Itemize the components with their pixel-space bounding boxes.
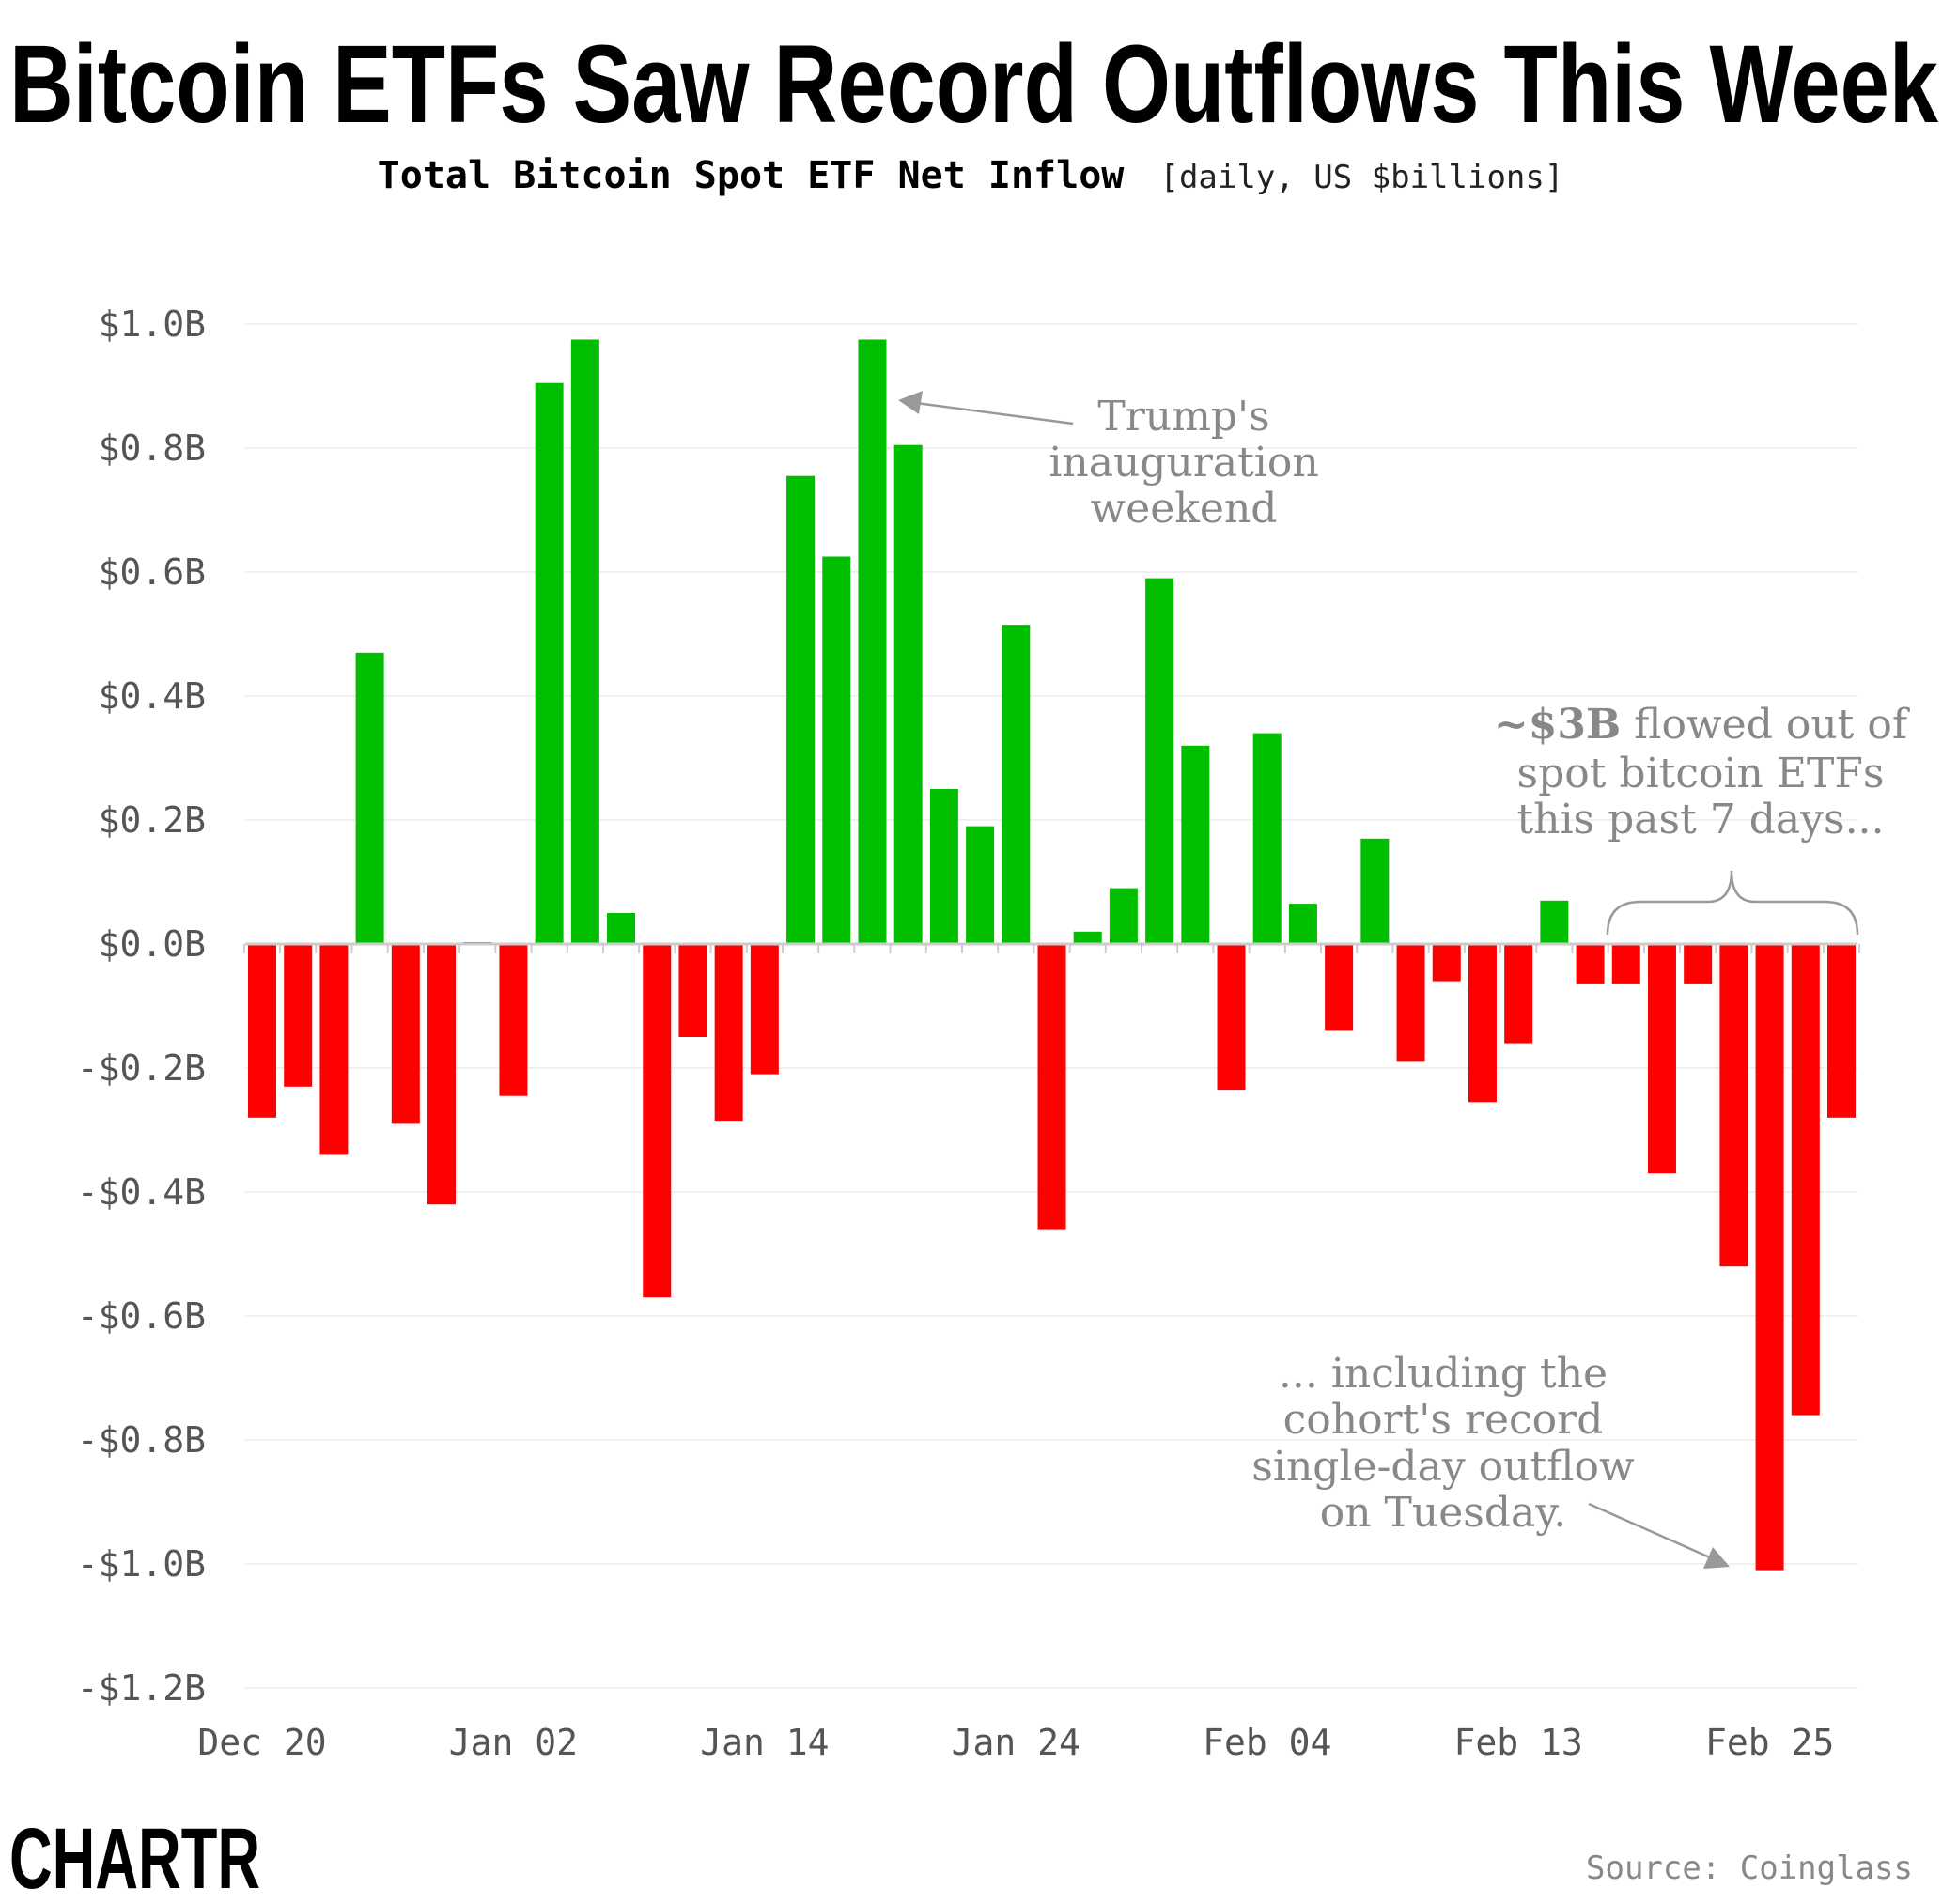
bar-outflow <box>1611 944 1640 984</box>
x-axis: Dec 20 Jan 02 Jan 14 Jan 24 Feb 04 Feb 13 Feb … <box>197 1722 1834 1763</box>
bar-outflow <box>1647 944 1676 1174</box>
bar-outflow <box>391 944 420 1124</box>
annotation-line: weekend <box>1091 485 1278 533</box>
bar-inflow <box>1002 625 1031 944</box>
annotation-line: single-day outflow <box>1251 1443 1635 1491</box>
y-tick-label: -$1.2B <box>77 1667 206 1709</box>
x-tick-label: Jan 02 <box>449 1722 578 1763</box>
bar-outflow <box>1827 944 1856 1118</box>
y-tick-label: $0.2B <box>99 799 206 841</box>
y-tick-label: $0.4B <box>99 675 206 717</box>
annotation-line: on Tuesday. <box>1320 1489 1567 1537</box>
zero-axis <box>242 942 1861 953</box>
bar-inflow <box>786 475 816 944</box>
bar-outflow <box>1037 944 1066 1230</box>
bar-outflow <box>1504 944 1533 1044</box>
annotation-line: ~$3B flowed out of <box>1494 701 1910 749</box>
y-tick-label: -$0.6B <box>77 1295 206 1337</box>
bar-inflow <box>1073 931 1102 944</box>
subtitle-units: [daily, US $billions] <box>1159 159 1563 196</box>
bar-outflow <box>427 944 457 1205</box>
x-tick-label: Jan 24 <box>952 1722 1080 1763</box>
y-tick-label: $1.0B <box>99 303 206 345</box>
arrow-inauguration <box>898 391 1074 426</box>
annotation-line: cohort's record <box>1283 1396 1604 1444</box>
bar-inflow <box>1109 888 1138 944</box>
bars <box>248 339 1856 1571</box>
bar-outflow <box>1684 944 1713 984</box>
annotation-inauguration: Trump's inauguration weekend <box>1049 393 1318 533</box>
y-tick-label: $0.0B <box>99 923 206 965</box>
bar-inflow <box>822 556 851 944</box>
chart-title: Bitcoin ETFs Saw Record Outflows This We… <box>9 23 1938 147</box>
source-note: Source: Coinglass <box>1586 1850 1913 1887</box>
bar-inflow <box>1288 904 1317 944</box>
bar-inflow <box>1540 900 1569 944</box>
subtitle-bold: Total Bitcoin Spot ETF Net Inflow <box>378 154 1126 197</box>
annotation-line: this past 7 days... <box>1516 796 1884 844</box>
y-tick-label: -$0.4B <box>77 1171 206 1213</box>
bar-inflow <box>966 826 995 944</box>
y-axis: $1.0B $0.8B $0.6B $0.4B $0.2B $0.0B -$0.2B -$0.… <box>77 303 206 1709</box>
bar-outflow <box>1468 944 1497 1103</box>
bar-outflow <box>1755 944 1784 1571</box>
bar-inflow <box>1252 733 1282 944</box>
bar-outflow <box>1432 944 1461 982</box>
annotation-3b: ~$3B flowed out of spot bitcoin ETFs thi… <box>1494 701 1910 844</box>
bar-outflow <box>248 944 276 1118</box>
x-tick-label: Feb 04 <box>1203 1722 1331 1763</box>
bar-inflow <box>1145 578 1174 944</box>
bar-outflow <box>1396 944 1425 1062</box>
annotation-line: ... including the <box>1279 1350 1608 1398</box>
y-tick-label: $0.8B <box>99 427 206 469</box>
annotation-line: inauguration <box>1049 439 1318 487</box>
arrow-record <box>1588 1502 1730 1569</box>
bar-inflow <box>929 789 958 944</box>
annotation-bold: ~$3B <box>1494 701 1621 749</box>
bar-outflow <box>1791 944 1820 1416</box>
annotation-line: spot bitcoin ETFs <box>1517 750 1885 797</box>
y-tick-label: $0.6B <box>99 551 206 593</box>
bar-inflow <box>355 652 384 944</box>
x-tick-label: Dec 20 <box>197 1722 326 1763</box>
bar-outflow <box>1325 944 1354 1031</box>
y-tick-label: -$0.8B <box>77 1419 206 1461</box>
chart-subtitle: Total Bitcoin Spot ETF Net Inflow [daily… <box>378 154 1564 197</box>
bar-inflow <box>607 913 636 944</box>
bar-outflow <box>1576 944 1605 984</box>
annotation-line: flowed out of <box>1621 701 1910 749</box>
bar-inflow <box>570 339 599 944</box>
bar-outflow <box>284 944 313 1087</box>
bar-outflow <box>678 944 707 1037</box>
y-tick-label: -$1.0B <box>77 1543 206 1585</box>
bar-outflow <box>714 944 743 1122</box>
y-tick-label: -$0.2B <box>77 1047 206 1089</box>
annotation-record: ... including the cohort's record single… <box>1251 1350 1635 1537</box>
bar-inflow <box>858 339 887 944</box>
brace <box>1606 870 1859 936</box>
bar-inflow <box>1360 838 1390 944</box>
bar-outflow <box>1217 944 1246 1091</box>
x-tick-label: Feb 25 <box>1705 1722 1834 1763</box>
x-tick-label: Jan 14 <box>700 1722 829 1763</box>
bar-inflow <box>893 444 923 944</box>
bar-outflow <box>1719 944 1748 1267</box>
bar-inflow <box>535 382 564 944</box>
bar-outflow <box>499 944 528 1096</box>
annotation-line: Trump's <box>1097 393 1269 441</box>
x-tick-label: Feb 13 <box>1454 1722 1583 1763</box>
bar-outflow <box>319 944 349 1155</box>
bar-inflow <box>1181 745 1210 944</box>
chartr-logo: CHARTR <box>9 1811 260 1904</box>
bar-outflow <box>750 944 779 1075</box>
bar-outflow <box>643 944 672 1298</box>
